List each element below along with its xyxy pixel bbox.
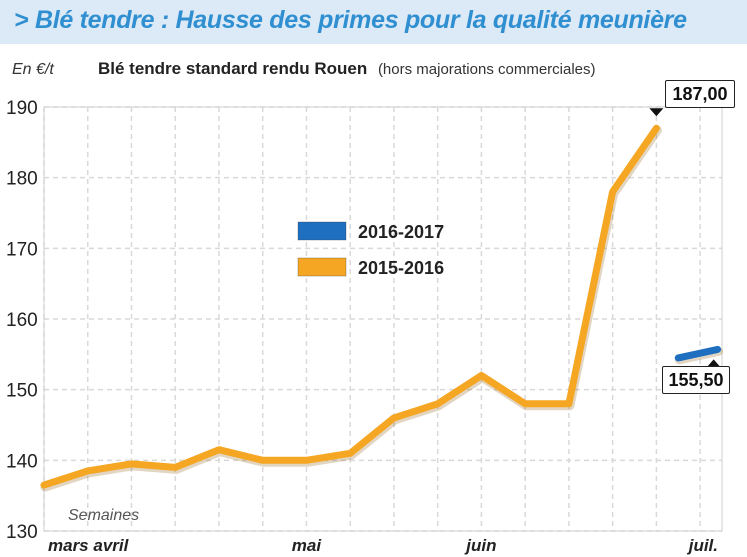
legend-label: 2016-2017 [358, 222, 444, 242]
banner-title: > Blé tendre : Hausse des primes pour la… [14, 6, 687, 34]
series-group [40, 108, 724, 492]
x-tick-labels: mars avril mai juin juil. [48, 536, 718, 555]
label-pointer [706, 359, 721, 368]
end-label-2015-2016: 187,00 [665, 80, 735, 109]
x-tick-label: mars avril [48, 536, 130, 555]
y-tick-label: 160 [6, 310, 38, 331]
legend-swatch-2015-2016 [297, 257, 347, 277]
y-axis-label: En €/t [12, 61, 54, 78]
y-tick-label: 150 [6, 381, 38, 402]
x-tick-label: juil. [687, 536, 718, 555]
series-line-2016-2017 [674, 345, 722, 362]
chart-subtitle: (hors majorations commerciales) [378, 61, 596, 78]
legend-swatch-2016-2017 [297, 221, 347, 241]
y-tick-label: 140 [6, 451, 38, 472]
y-tick-label: 130 [6, 522, 38, 543]
legend: 2016-2017 2015-2016 [297, 221, 444, 278]
grid-lines [43, 106, 723, 532]
chart-title-main: Blé tendre standard rendu Rouen [98, 59, 367, 78]
y-tick-labels: 130 140 150 160 170 180 190 [6, 98, 38, 543]
plot-frame [43, 106, 723, 532]
legend-label: 2015-2016 [358, 258, 444, 278]
series-line-shadow [40, 125, 662, 492]
x-axis-label: Semaines [68, 507, 139, 524]
x-tick-label: mai [292, 536, 323, 555]
end-label-2016-2017: 155,50 [662, 366, 730, 395]
label-pointer [649, 108, 664, 117]
title-banner: > Blé tendre : Hausse des primes pour la… [0, 0, 747, 44]
x-tick-label: juin [464, 536, 496, 555]
chart-title: Blé tendre standard rendu Rouen (hors ma… [98, 59, 596, 78]
y-tick-label: 190 [6, 98, 38, 119]
y-tick-label: 180 [6, 169, 38, 190]
y-tick-label: 170 [6, 239, 38, 260]
